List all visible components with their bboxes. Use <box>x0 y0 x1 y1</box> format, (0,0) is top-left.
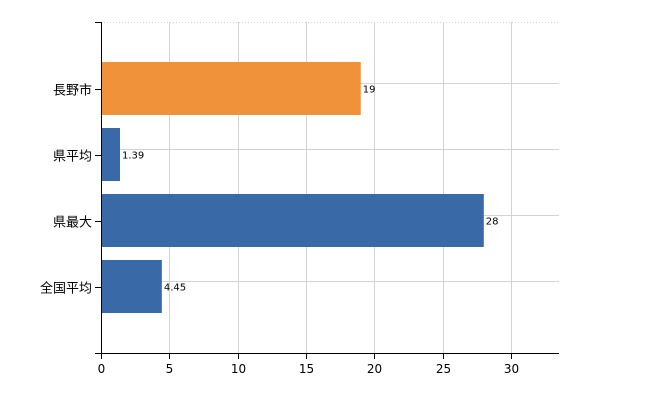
bar <box>101 194 484 247</box>
x-tick-label: 10 <box>231 362 246 376</box>
y-tick-label: 全国平均 <box>40 281 92 297</box>
y-tick-label: 長野市 <box>53 83 92 99</box>
bar-value-label: 28 <box>486 217 499 228</box>
y-tick-label: 県平均 <box>53 150 92 165</box>
x-tick-label: 20 <box>367 362 382 376</box>
bar <box>101 62 361 115</box>
bar <box>101 128 121 181</box>
x-tick-label: 15 <box>299 362 314 376</box>
bar-value-label: 19 <box>363 85 376 96</box>
x-tick-label: 0 <box>98 362 106 376</box>
axis-layer <box>95 22 559 359</box>
x-tick-label: 25 <box>436 362 451 376</box>
bar-layer <box>101 62 484 313</box>
bar-value-label: 1.39 <box>122 151 144 162</box>
bar-value-label: 4.45 <box>164 283 186 294</box>
x-tick-label: 5 <box>166 362 174 376</box>
x-tick-label: 30 <box>504 362 519 376</box>
y-tick-label: 県最大 <box>53 216 92 231</box>
bar <box>101 260 162 313</box>
